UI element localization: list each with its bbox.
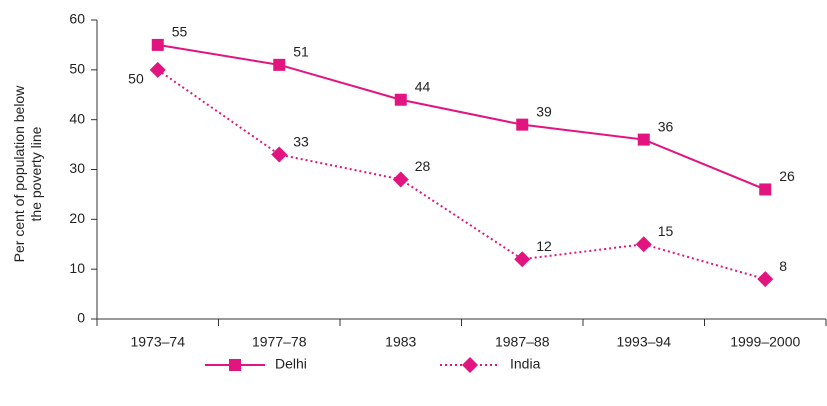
series-line: [157, 43, 766, 191]
y-tick-label: 60: [69, 11, 85, 27]
y-axis-label: Per cent of population below the poverty…: [11, 85, 44, 263]
marker: [759, 183, 772, 196]
y-tick-label: 10: [69, 260, 85, 276]
legend-label: Delhi: [275, 356, 307, 372]
data-label: 39: [536, 103, 552, 119]
x-tick-label: 1987–88: [495, 334, 550, 350]
x-tick-label: 1993–94: [616, 334, 671, 350]
marker: [462, 357, 478, 373]
marker: [637, 133, 650, 146]
marker: [151, 38, 164, 51]
data-label: 26: [779, 168, 795, 184]
marker: [514, 251, 531, 268]
data-label: 8: [779, 258, 787, 274]
legend-label: India: [510, 356, 541, 372]
y-tick-label: 50: [69, 61, 85, 77]
y-tick-label: 0: [77, 310, 85, 326]
y-tick-label: 20: [69, 210, 85, 226]
x-tick-label: 1983: [385, 334, 416, 350]
data-label: 50: [128, 71, 144, 87]
marker: [271, 146, 288, 163]
data-label: 44: [415, 78, 431, 94]
series-line: [157, 69, 766, 281]
marker: [149, 61, 166, 78]
data-label: 12: [536, 238, 552, 254]
y-tick-label: 40: [69, 110, 85, 126]
data-label: 55: [172, 24, 188, 40]
data-label: 28: [415, 158, 431, 174]
marker: [516, 118, 529, 131]
data-label: 33: [293, 133, 309, 149]
data-label: 36: [658, 118, 674, 134]
x-tick-label: 1977–78: [252, 334, 307, 350]
marker: [757, 271, 774, 288]
marker: [394, 93, 407, 106]
marker: [229, 359, 241, 371]
y-tick-label: 30: [69, 160, 85, 176]
x-tick-label: 1973–74: [130, 334, 185, 350]
marker: [635, 236, 652, 253]
x-tick-label: 1999–2000: [730, 334, 800, 350]
data-label: 51: [293, 44, 309, 60]
data-label: 15: [658, 223, 674, 239]
marker: [392, 171, 409, 188]
marker: [273, 58, 286, 71]
